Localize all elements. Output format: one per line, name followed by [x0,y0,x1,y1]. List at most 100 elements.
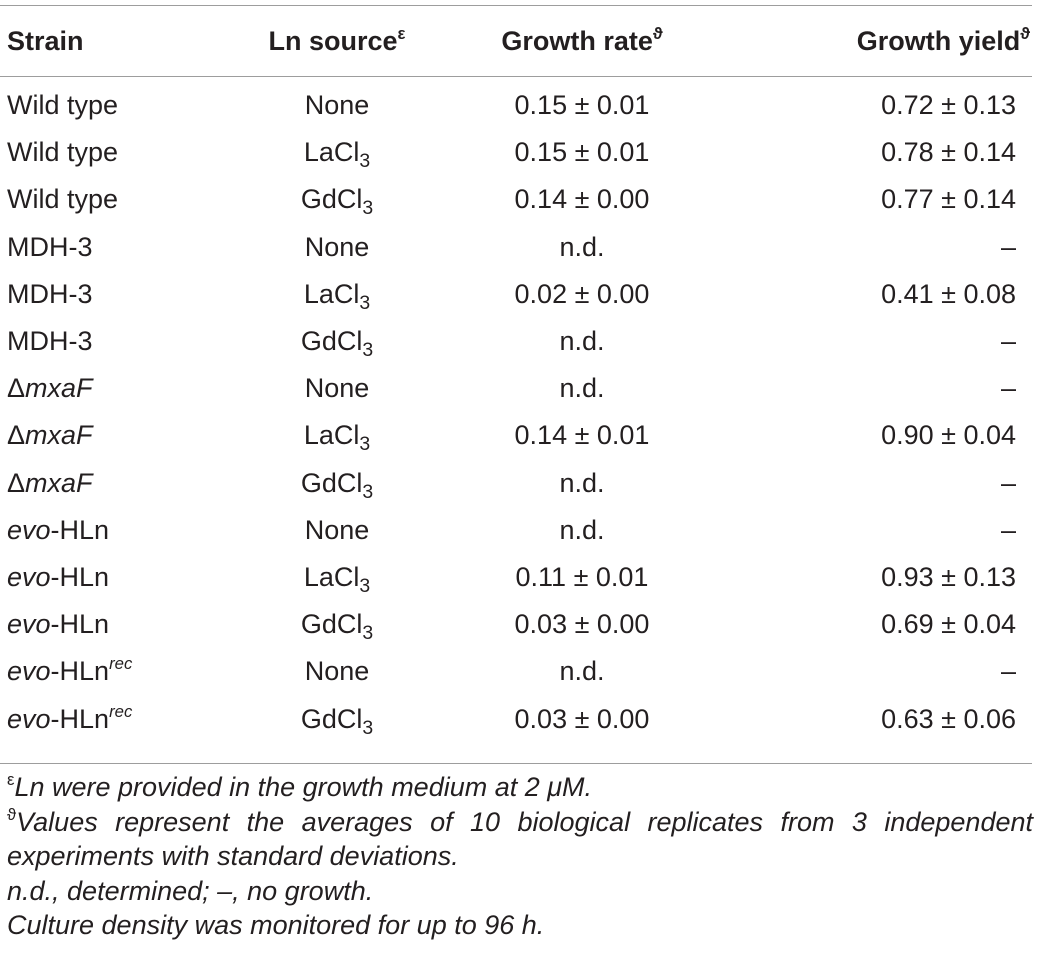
table-row: evo-HLnrec GdCl3 0.03 ± 0.00 0.63 ± 0.06 [0,695,1034,742]
table-row: evo-HLn GdCl3 0.03 ± 0.00 0.69 ± 0.04 [0,601,1034,648]
cell-strain: ΔmxaF [0,460,237,507]
cell-strain: MDH-3 [0,271,237,318]
cell-ln-source: None [304,373,370,404]
cell-strain: MDH-3 [0,318,237,365]
cell-growth-rate: 0.14 ± 0.00 [514,184,650,215]
cell-ln-source: GdCl3 [300,184,374,220]
header-ln-source: Ln sourceε [268,23,406,56]
strain-prefix: evo [7,561,51,592]
strain-name: -HLn [50,703,110,734]
table-row: MDH-3 None n.d. – [0,224,1034,271]
table-footnotes: εLn were provided in the growth medium a… [7,770,1033,943]
strain-prefix: evo [7,609,51,640]
table-row: Wild type None 0.15 ± 0.01 0.72 ± 0.13 [0,72,1034,129]
cell-growth-rate: n.d. [559,373,605,404]
footnote-mark-theta: ϑ [1020,23,1030,43]
table-row: Wild type LaCl3 0.15 ± 0.01 0.78 ± 0.14 [0,129,1034,176]
cell-strain: evo-HLn [0,554,237,601]
strain-prefix: Δ [7,467,26,498]
strain-prefix: evo [7,656,51,687]
cell-growth-rate: 0.02 ± 0.00 [514,278,650,309]
header-growth-rate: Growth rateϑ [501,23,663,56]
strain-name: Wild type [7,137,119,168]
cell-growth-yield: – [1000,514,1016,545]
strain-prefix: evo [7,514,51,545]
strain-name: -HLn [50,561,110,592]
strain-name: MDH-3 [7,231,93,262]
cell-growth-yield: 0.77 ± 0.14 [881,184,1016,215]
cell-growth-rate: n.d. [559,231,605,262]
ln-subscript: 3 [362,480,374,503]
cell-ln-source: None [304,656,370,687]
cell-growth-rate: 0.03 ± 0.00 [514,609,650,640]
cell-strain: Wild type [0,176,237,223]
cell-growth-yield: – [1000,231,1016,262]
ln-subscript: 3 [362,621,374,644]
cell-ln-source: LaCl3 [303,561,371,597]
strain-name: -HLn [50,656,110,687]
cell-growth-rate: n.d. [559,656,605,687]
strain-superscript: rec [109,654,133,674]
strain-prefix: Δ [7,373,26,404]
cell-ln-source: GdCl3 [300,609,374,644]
cell-growth-rate: 0.15 ± 0.01 [514,90,650,121]
table-row: MDH-3 LaCl3 0.02 ± 0.00 0.41 ± 0.08 [0,271,1034,318]
table-row: Wild type GdCl3 0.14 ± 0.00 0.77 ± 0.14 [0,176,1034,223]
footnote-culture-density: Culture density was monitored for up to … [7,910,545,940]
strain-prefix: Δ [7,420,26,451]
cell-growth-yield: 0.93 ± 0.13 [881,561,1016,592]
header-rule [0,76,1032,77]
ln-subscript: 3 [359,433,371,456]
table-row: MDH-3 GdCl3 n.d. – [0,318,1034,365]
ln-subscript: 3 [359,574,371,597]
cell-strain: evo-HLnrec [0,695,237,742]
table-row: ΔmxaF GdCl3 n.d. – [0,460,1034,507]
cell-strain: Wild type [0,129,237,176]
strain-name: -HLn [50,514,110,545]
cell-strain: MDH-3 [0,224,237,271]
cell-growth-rate: 0.03 ± 0.00 [514,703,650,734]
cell-strain: ΔmxaF [0,412,237,459]
cell-growth-yield: – [1000,467,1016,498]
cell-ln-source: LaCl3 [303,420,371,456]
cell-growth-yield: – [1000,326,1016,357]
cell-ln-source: None [304,514,370,545]
strain-name: Wild type [7,184,119,215]
strain-superscript: rec [109,701,133,721]
ln-subscript: 3 [359,291,371,314]
cell-growth-yield: 0.41 ± 0.08 [881,278,1016,309]
cell-strain: evo-HLn [0,601,237,648]
table-row: evo-HLn LaCl3 0.11 ± 0.01 0.93 ± 0.13 [0,554,1034,601]
cell-strain: Wild type [0,72,237,129]
cell-growth-yield: 0.90 ± 0.04 [881,420,1016,451]
cell-growth-rate: 0.15 ± 0.01 [514,137,650,168]
header-strain: Strain [7,25,84,56]
strain-name: MDH-3 [7,278,93,309]
cell-growth-yield: 0.78 ± 0.14 [881,137,1016,168]
cell-strain: ΔmxaF [0,365,237,412]
cell-growth-yield: 0.69 ± 0.04 [881,609,1016,640]
cell-ln-source: None [304,231,370,262]
ln-subscript: 3 [362,197,374,220]
footnote-abbreviations: n.d., determined; –, no growth. [7,875,374,906]
table-row: evo-HLn None n.d. – [0,507,1034,554]
footnote-epsilon: εLn were provided in the growth medium a… [7,770,593,802]
ln-subscript: 3 [359,150,371,173]
table-row: evo-HLnrec None n.d. – [0,648,1034,695]
cell-ln-source: LaCl3 [303,137,371,173]
footnote-mark-epsilon: ε [397,23,406,43]
header-growth-yield: Growth yieldϑ [856,23,1030,56]
cell-ln-source: GdCl3 [300,326,374,361]
growth-table: Strain Ln sourceε Growth rateϑ Growth yi… [0,10,1034,743]
table-body: Wild type None 0.15 ± 0.01 0.72 ± 0.13 Wild … [0,72,1034,743]
cell-growth-rate: 0.11 ± 0.01 [515,561,649,592]
footnote-mark-theta: ϑ [652,23,663,43]
strain-name: -HLn [50,609,110,640]
header-row: Strain Ln sourceε Growth rateϑ Growth yi… [0,10,1034,72]
cell-ln-source: GdCl3 [300,467,374,503]
ln-subscript: 3 [362,338,374,361]
cell-growth-rate: n.d. [559,326,605,357]
strain-gene-name: mxaF [25,420,93,451]
cell-growth-rate: n.d. [559,514,605,545]
